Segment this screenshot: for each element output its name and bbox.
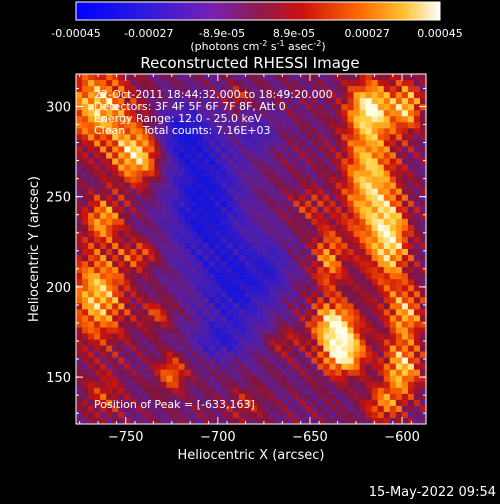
annotation-counts: Clean Total counts: 7.16E+03 — [94, 124, 271, 137]
y-tick-label: 300 — [46, 100, 71, 115]
colorbar-tick-label: -0.00045 — [51, 27, 100, 40]
colorbar-tick-label: 0.00045 — [417, 27, 463, 40]
y-tick-label: 250 — [46, 191, 71, 206]
y-axis-label: Heliocentric Y (arcsec) — [27, 176, 42, 322]
x-tick-label: −750 — [108, 430, 144, 445]
heatmap-image — [76, 74, 427, 425]
colorbar — [75, 1, 441, 21]
colorbar-tick-label: 0.00027 — [344, 27, 390, 40]
x-tick-label: −700 — [200, 430, 236, 445]
y-tick-label: 200 — [46, 281, 71, 296]
colorbar-tick-label: -8.9e-05 — [199, 27, 245, 40]
y-axis: 150 200 250 300 — [46, 87, 426, 414]
x-tick-label: −600 — [384, 430, 420, 445]
x-axis-label: Heliocentric X (arcsec) — [178, 448, 325, 463]
footer-date: 15-May-2022 09:54 — [369, 485, 496, 500]
y-tick-label: 150 — [46, 371, 71, 386]
x-axis: −750 −700 −650 −600 — [79, 74, 420, 445]
annotation-peak: Position of Peak = [-633,163] — [94, 398, 255, 411]
colorbar-unit-label: (photons cm-2 s-1 asec-2) — [190, 39, 325, 53]
colorbar-tick-label: -0.00027 — [124, 27, 173, 40]
colorbar-ticks: -0.00045 -0.00027 -8.9e-05 8.9e-05 0.00027 0.… — [51, 27, 462, 40]
colorbar-tick-label: 8.9e-05 — [273, 27, 315, 40]
chart-title: Reconstructed RHESSI Image — [140, 54, 359, 72]
annotation-detectors: Detectors: 3F 4F 5F 6F 7F 8F, Att 0 — [94, 100, 286, 113]
x-tick-label: −650 — [292, 430, 328, 445]
annotation-energy: Energy Range: 12.0 - 25.0 keV — [94, 112, 262, 125]
annotation-time: 22-Oct-2011 18:44:32.000 to 18:49:20.000 — [94, 88, 333, 101]
plot-frame — [75, 73, 427, 425]
